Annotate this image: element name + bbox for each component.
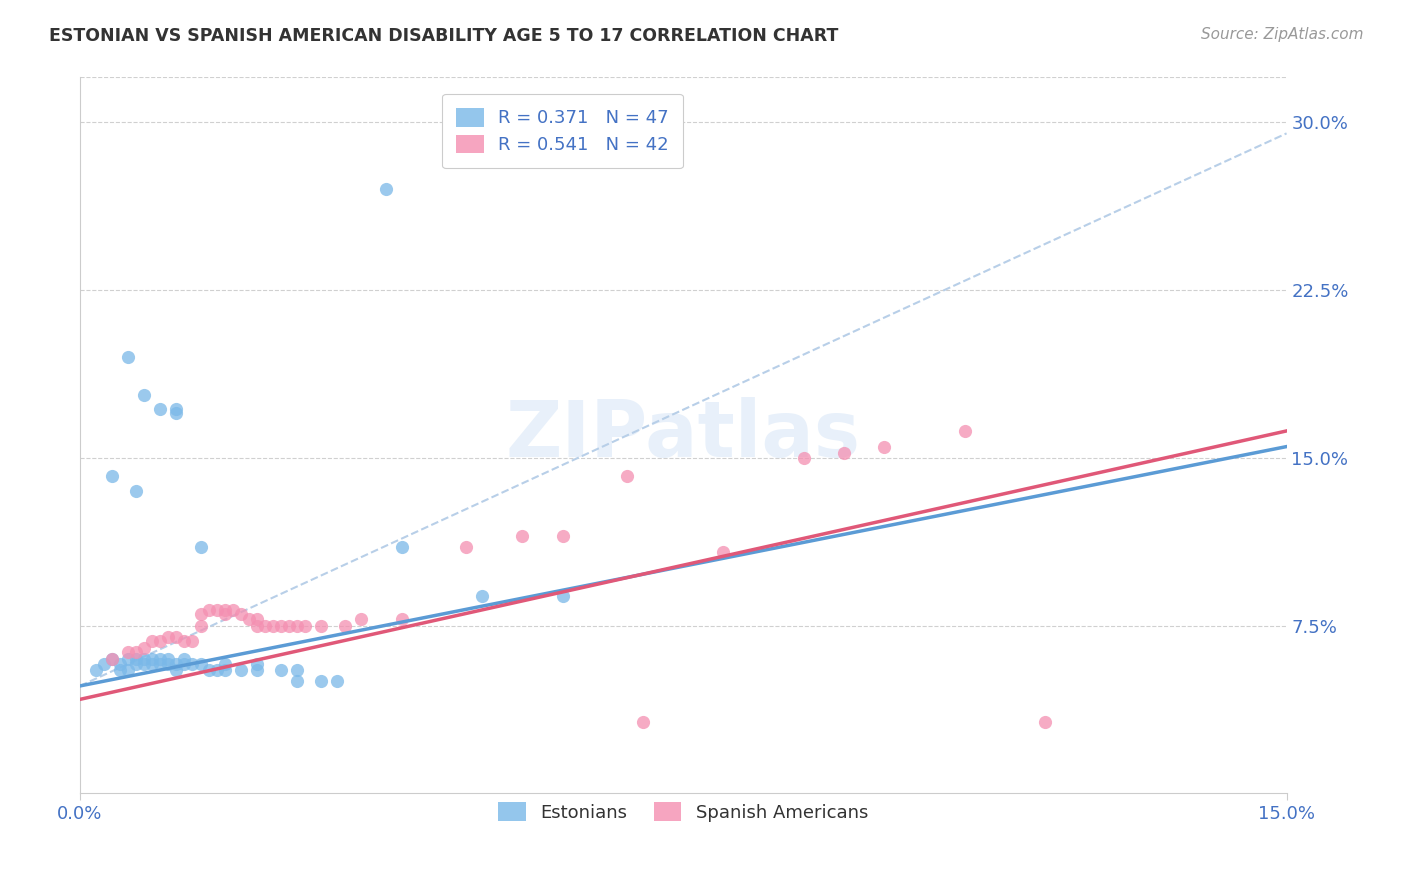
Point [134,652,156,666]
Point [125,645,148,659]
Point [309,674,332,689]
Point [253,618,276,632]
Point [285,618,308,632]
Point [117,652,139,666]
Legend: Estonians, Spanish Americans: Estonians, Spanish Americans [486,789,880,834]
Point [157,657,180,671]
Point [181,634,204,648]
Point [391,612,413,626]
Point [165,630,187,644]
Point [157,652,180,666]
Point [294,618,316,632]
Point [149,657,172,671]
Point [246,618,269,632]
Point [197,603,219,617]
Point [84,663,107,677]
Point [190,657,212,671]
Point [149,401,172,416]
Point [551,590,574,604]
Text: ZIPatlas: ZIPatlas [506,398,860,474]
Point [350,612,373,626]
Point [165,406,187,420]
Point [309,618,332,632]
Point [873,440,896,454]
Point [278,618,301,632]
Point [214,657,236,671]
Point [262,618,284,632]
Point [270,618,292,632]
Point [125,652,148,666]
Point [125,484,148,499]
Point [953,424,976,438]
Point [117,350,139,364]
Point [246,657,269,671]
Point [205,663,228,677]
Point [181,657,204,671]
Point [173,652,195,666]
Point [326,674,349,689]
Point [631,714,654,729]
Point [229,663,252,677]
Point [108,657,131,671]
Point [101,468,124,483]
Point [173,634,195,648]
Point [229,607,252,622]
Point [285,674,308,689]
Point [125,657,148,671]
Point [173,657,195,671]
Point [101,652,124,666]
Point [454,541,477,555]
Point [165,401,187,416]
Point [335,618,357,632]
Point [1033,714,1056,729]
Point [222,603,245,617]
Point [101,652,124,666]
Point [117,645,139,659]
Point [391,541,413,555]
Point [157,630,180,644]
Point [165,663,187,677]
Text: Source: ZipAtlas.com: Source: ZipAtlas.com [1201,27,1364,42]
Point [616,468,638,483]
Point [246,612,269,626]
Point [134,657,156,671]
Point [214,603,236,617]
Point [134,388,156,402]
Point [190,618,212,632]
Point [713,545,735,559]
Point [141,634,163,648]
Point [141,657,163,671]
Point [165,657,187,671]
Text: ESTONIAN VS SPANISH AMERICAN DISABILITY AGE 5 TO 17 CORRELATION CHART: ESTONIAN VS SPANISH AMERICAN DISABILITY … [49,27,838,45]
Point [117,663,139,677]
Point [512,529,534,543]
Point [108,663,131,677]
Point [793,450,815,465]
Point [238,612,260,626]
Point [141,652,163,666]
Point [205,603,228,617]
Point [270,663,292,677]
Point [197,663,219,677]
Point [149,634,172,648]
Point [832,446,855,460]
Point [190,607,212,622]
Point [149,652,172,666]
Point [246,663,269,677]
Point [471,590,494,604]
Point [134,640,156,655]
Point [214,607,236,622]
Point [374,182,396,196]
Point [551,529,574,543]
Point [214,663,236,677]
Point [93,657,115,671]
Point [190,541,212,555]
Point [285,663,308,677]
